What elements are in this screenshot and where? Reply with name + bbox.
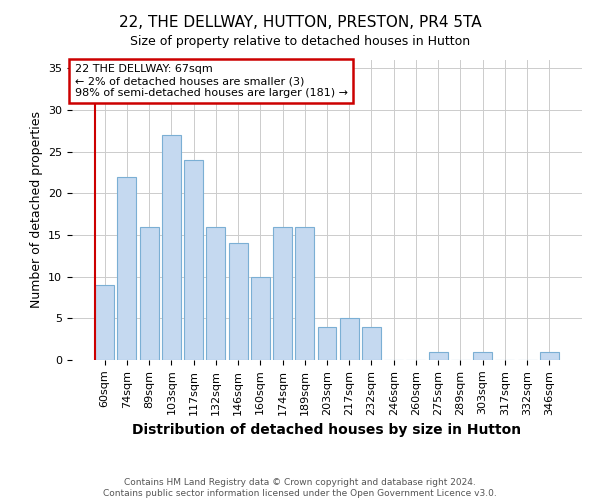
Bar (340, 318, 359, 360)
Bar (229, 244, 248, 360)
Text: 22 THE DELLWAY: 67sqm
← 2% of detached houses are smaller (3)
98% of semi-detach: 22 THE DELLWAY: 67sqm ← 2% of detached h… (74, 64, 347, 98)
Bar (429, 352, 448, 360)
Text: 22, THE DELLWAY, HUTTON, PRESTON, PR4 5TA: 22, THE DELLWAY, HUTTON, PRESTON, PR4 5T… (119, 15, 481, 30)
Bar (184, 160, 203, 360)
Bar (273, 226, 292, 360)
Bar (162, 135, 181, 360)
X-axis label: Distribution of detached houses by size in Hutton: Distribution of detached houses by size … (133, 423, 521, 437)
Bar (95, 285, 114, 360)
Bar (206, 226, 225, 360)
Bar (251, 276, 270, 360)
Bar (317, 326, 337, 360)
Text: Size of property relative to detached houses in Hutton: Size of property relative to detached ho… (130, 35, 470, 48)
Text: Contains HM Land Registry data © Crown copyright and database right 2024.
Contai: Contains HM Land Registry data © Crown c… (103, 478, 497, 498)
Bar (295, 226, 314, 360)
Bar (540, 352, 559, 360)
Bar (473, 352, 492, 360)
Bar (362, 326, 381, 360)
Bar (118, 176, 136, 360)
Y-axis label: Number of detached properties: Number of detached properties (29, 112, 43, 308)
Bar (140, 226, 158, 360)
